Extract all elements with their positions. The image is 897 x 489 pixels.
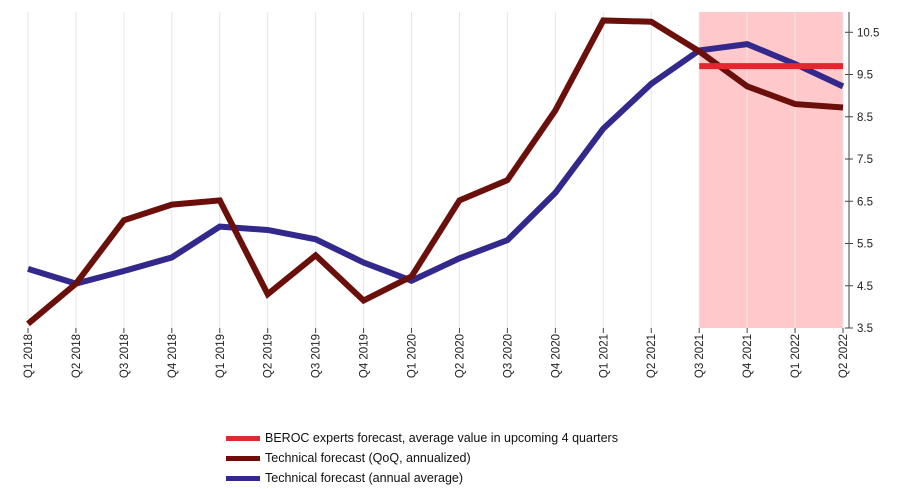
y-tick-label: 8.5 — [857, 112, 873, 124]
legend-item-beroc: BEROC experts forecast, average value in… — [226, 428, 618, 448]
legend-label-annual: Technical forecast (annual average) — [265, 471, 464, 485]
x-tick-label: Q4 2020 — [550, 334, 562, 378]
technical-qoq-line — [26, 17, 844, 327]
x-tick-label: Q4 2019 — [359, 334, 371, 378]
x-tick-label: Q1 2020 — [407, 334, 419, 378]
x-tick-label: Q4 2021 — [742, 334, 754, 378]
x-tick-label: Q3 2018 — [119, 334, 131, 378]
x-tick-label: Q3 2020 — [502, 334, 514, 378]
x-tick-label: Q2 2020 — [454, 334, 466, 378]
x-tick-label: Q2 2018 — [71, 334, 83, 378]
legend-swatch-annual — [226, 475, 260, 481]
legend: BEROC experts forecast, average value in… — [226, 428, 618, 488]
legend-item-qoq: Technical forecast (QoQ, annualized) — [226, 448, 618, 468]
x-tick-label: Q1 2021 — [598, 334, 610, 378]
x-tick-label: Q2 2022 — [838, 334, 850, 378]
y-tick-label: 3.5 — [857, 323, 873, 335]
legend-item-annual: Technical forecast (annual average) — [226, 468, 618, 488]
x-tick-label: Q3 2019 — [311, 334, 323, 378]
x-tick-label: Q2 2019 — [263, 334, 275, 378]
x-tick-label: Q1 2022 — [790, 334, 802, 378]
x-tick-label: Q1 2019 — [215, 334, 227, 378]
y-tick-label: 6.5 — [857, 196, 873, 208]
legend-label-qoq: Technical forecast (QoQ, annualized) — [265, 451, 471, 465]
forecast-shaded-region — [699, 12, 843, 328]
technical-annual-line — [27, 41, 845, 287]
x-tick-label: Q2 2021 — [646, 334, 658, 378]
x-tick-label: Q4 2018 — [167, 334, 179, 378]
y-tick-label: 9.5 — [857, 70, 873, 82]
y-tick-label: 7.5 — [857, 154, 873, 166]
line-chart: 3.5 4.5 5.5 6.5 7.5 8.5 9.5 10.5 Q1 2018 Q2 2018 Q… — [23, 12, 879, 378]
legend-label-beroc: BEROC experts forecast, average value in… — [265, 431, 618, 445]
y-tick-label: 5.5 — [857, 239, 873, 251]
x-tick-label: Q1 2018 — [23, 334, 35, 378]
y-tick-label: 4.5 — [857, 281, 873, 293]
y-tick-label: 10.5 — [857, 27, 879, 39]
x-tick-label: Q3 2021 — [694, 334, 706, 378]
legend-swatch-qoq — [226, 455, 260, 461]
legend-swatch-beroc — [226, 435, 260, 441]
plot-area: 3.5 4.5 5.5 6.5 7.5 8.5 9.5 10.5 Q1 2018 Q2 2018 Q… — [23, 12, 879, 378]
